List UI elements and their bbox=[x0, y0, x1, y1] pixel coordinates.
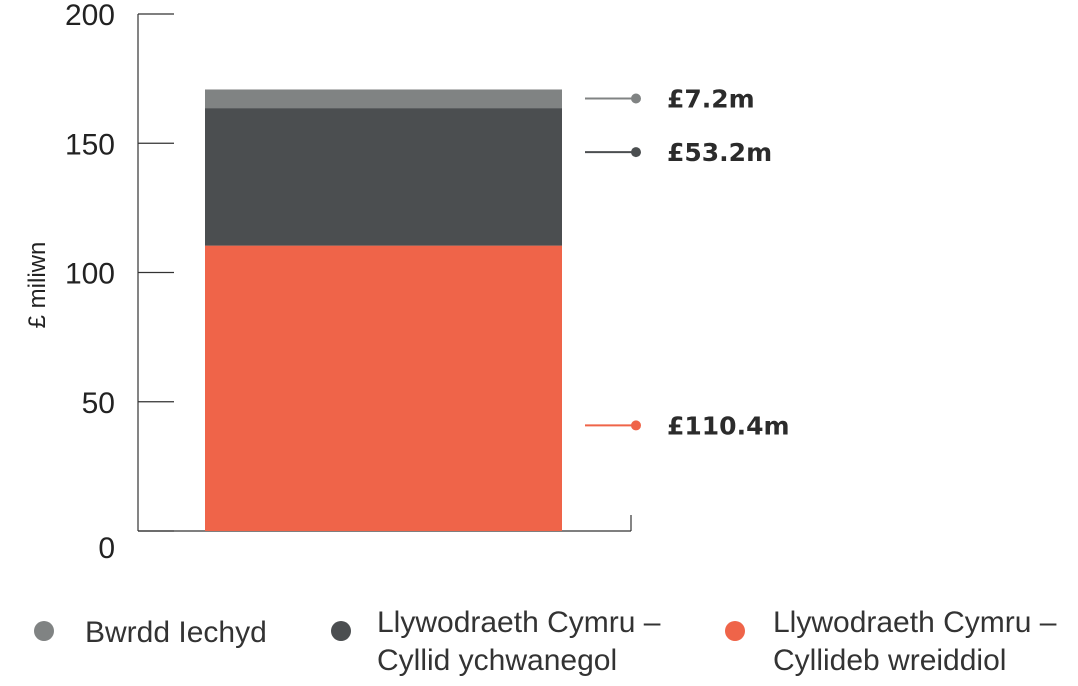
legend-item: Llywodraeth Cymru – Cyllideb wreiddiol bbox=[725, 606, 1057, 677]
y-tick-label: 0 bbox=[98, 532, 115, 565]
legend-label: Bwrdd Iechyd bbox=[85, 616, 267, 649]
axes: 0 50 100 150 200 bbox=[65, 0, 632, 565]
bar-segment bbox=[205, 245, 562, 531]
callout-dot bbox=[631, 147, 641, 158]
legend-label: Llywodraeth Cymru – bbox=[377, 606, 661, 639]
data-label: £7.2m bbox=[667, 84, 755, 113]
callout-dot bbox=[631, 420, 641, 431]
legend-swatch bbox=[34, 621, 54, 641]
legend-label: Cyllideb wreiddiol bbox=[773, 644, 1006, 677]
legend-swatch bbox=[331, 621, 351, 641]
data-label: £53.2m bbox=[667, 138, 772, 167]
callout-dot bbox=[631, 93, 641, 104]
legend-swatch bbox=[725, 621, 745, 641]
y-tick-label: 150 bbox=[65, 128, 115, 161]
legend-item: Llywodraeth Cymru – Cyllid ychwanegol bbox=[331, 606, 661, 677]
legend: Bwrdd Iechyd Llywodraeth Cymru – Cyllid yc… bbox=[34, 606, 1057, 677]
legend-item: Bwrdd Iechyd bbox=[34, 616, 267, 649]
y-tick-label: 100 bbox=[65, 258, 115, 291]
legend-label: Llywodraeth Cymru – bbox=[773, 606, 1057, 639]
y-axis-label: £ miliwn bbox=[24, 242, 51, 329]
bar-segment bbox=[205, 108, 562, 246]
data-labels: £110.4m £53.2m £7.2m bbox=[585, 84, 790, 440]
legend-label: Cyllid ychwanegol bbox=[377, 644, 617, 677]
bar-segment bbox=[205, 89, 562, 109]
bar-segments bbox=[205, 89, 562, 531]
y-tick-label: 50 bbox=[82, 387, 115, 420]
y-tick-label: 200 bbox=[65, 0, 115, 32]
data-label: £110.4m bbox=[667, 411, 790, 440]
